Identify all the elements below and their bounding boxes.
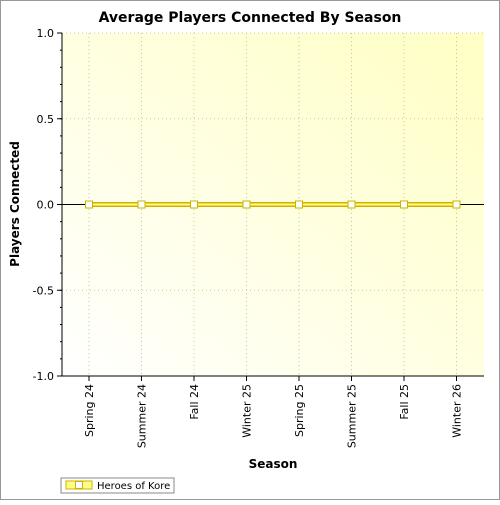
y-axis-title: Players Connected xyxy=(8,141,22,267)
chart-title: Average Players Connected By Season xyxy=(99,10,402,26)
x-tick-label: Spring 24 xyxy=(83,384,96,437)
y-tick-label: -0.5 xyxy=(33,284,54,297)
legend-label-heroes-of-kore: Heroes of Kore xyxy=(97,481,170,492)
x-tick-label: Summer 24 xyxy=(136,384,149,448)
data-point xyxy=(190,200,198,209)
x-tick-label: Winter 25 xyxy=(241,384,254,438)
y-tick-label: -1.0 xyxy=(33,370,54,383)
data-point xyxy=(137,200,146,209)
y-tick-label: 0.5 xyxy=(37,113,55,126)
x-tick-label: Summer 25 xyxy=(346,384,359,448)
y-tick-label: 0.0 xyxy=(37,199,55,212)
axes: 1.0 0.5 0.0 -0.5 -1.0 Spring 24 Summer 24 Fall … xyxy=(33,27,484,448)
x-tick-label: Fall 24 xyxy=(188,384,201,420)
data-point xyxy=(347,200,356,209)
x-tick-label: Winter 26 xyxy=(451,384,464,438)
data-point xyxy=(452,200,461,209)
data-point xyxy=(85,200,93,209)
legend-marker-icon xyxy=(75,481,83,489)
legend: Heroes of Kore xyxy=(60,477,175,494)
y-tick-label: 1.0 xyxy=(37,27,55,40)
x-tick-label: Spring 25 xyxy=(293,384,306,437)
x-tick-label: Fall 25 xyxy=(398,384,411,420)
data-point xyxy=(295,200,303,209)
series-heroes-of-kore xyxy=(85,200,461,209)
x-axis-title: Season xyxy=(249,457,298,471)
data-point xyxy=(242,200,251,209)
data-point xyxy=(400,200,408,209)
